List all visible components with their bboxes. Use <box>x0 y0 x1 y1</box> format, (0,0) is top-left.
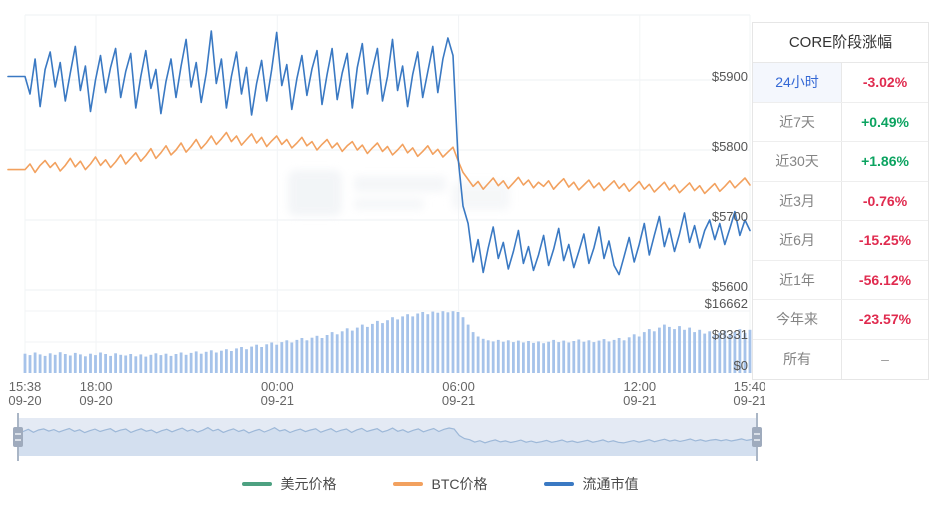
legend-label: 美元价格 <box>280 476 337 492</box>
price-volume-chart: $5900$5800$5700$5600$16662$8331$015:3809… <box>7 14 765 408</box>
legend-label: 流通市值 <box>582 476 639 492</box>
legend-marker-icon <box>241 482 272 486</box>
svg-text:$5800: $5800 <box>712 139 748 154</box>
svg-text:$5900: $5900 <box>712 69 748 84</box>
legend-marker-icon <box>543 482 574 486</box>
svg-text:$5700: $5700 <box>712 209 748 224</box>
period-change-value: -3.02% <box>862 74 908 91</box>
period-row-3[interactable]: 近30天 +1.86% <box>753 142 928 182</box>
price-axis-labels: $5900 $5800 $5700 $5600 $16662 $8331 $0 <box>705 69 748 373</box>
legend-item[interactable]: BTC价格 <box>392 474 488 494</box>
period-row-7[interactable]: 今年来 -23.57% <box>753 300 928 340</box>
volume-bars <box>23 311 752 373</box>
legend-item[interactable]: 美元价格 <box>241 474 337 494</box>
btc-price-line <box>7 131 751 195</box>
watermark <box>288 170 510 216</box>
period-label[interactable]: 近1年 <box>753 260 842 299</box>
legend-label: BTC价格 <box>431 476 488 492</box>
stage-change-panel: CORE阶段涨幅 24小时 -3.02% 近7天 +0.49% 近30天 +1.86% 近3… <box>752 22 929 380</box>
svg-text:09-21: 09-21 <box>623 393 656 408</box>
svg-text:$16662: $16662 <box>705 296 748 311</box>
gridlines <box>24 14 751 373</box>
period-change-value: -56.12% <box>858 271 912 288</box>
svg-text:$0: $0 <box>734 358 748 373</box>
period-row-8[interactable]: 所有 – <box>753 339 928 379</box>
period-row-4[interactable]: 近3月 -0.76% <box>753 181 928 221</box>
period-change-value: -0.76% <box>862 192 908 209</box>
navigator[interactable] <box>0 410 765 466</box>
svg-text:09-21: 09-21 <box>442 393 475 408</box>
legend-marker-icon <box>392 482 423 486</box>
period-change-value: +0.49% <box>861 113 909 130</box>
period-label[interactable]: 今年来 <box>753 300 842 339</box>
period-row-1[interactable]: 24小时 -3.02% <box>753 63 928 103</box>
svg-text:$8331: $8331 <box>712 327 748 342</box>
svg-text:06:00: 06:00 <box>442 379 475 394</box>
legend-item[interactable]: 流通市值 <box>543 474 639 494</box>
period-label[interactable]: 24小时 <box>753 63 842 102</box>
svg-text:15:38: 15:38 <box>9 379 42 394</box>
svg-text:09-21: 09-21 <box>733 393 765 408</box>
panel-title: CORE阶段涨幅 <box>753 23 928 63</box>
svg-text:15:40: 15:40 <box>734 379 765 394</box>
period-change-value: -15.25% <box>858 232 912 249</box>
svg-text:09-20: 09-20 <box>8 393 41 408</box>
svg-text:00:00: 00:00 <box>261 379 294 394</box>
period-change-value: – <box>881 351 889 368</box>
period-label[interactable]: 近6月 <box>753 221 842 260</box>
svg-text:09-21: 09-21 <box>261 393 294 408</box>
period-row-5[interactable]: 近6月 -15.25% <box>753 221 928 261</box>
period-label[interactable]: 近3月 <box>753 181 842 220</box>
period-change-value: +1.86% <box>861 153 909 170</box>
navigator-line <box>17 426 758 444</box>
market-cap-line <box>7 30 751 276</box>
period-row-6[interactable]: 近1年 -56.12% <box>753 260 928 300</box>
period-change-value: -23.57% <box>858 311 912 328</box>
navigator-left-handle[interactable] <box>13 413 23 461</box>
period-label[interactable]: 所有 <box>753 339 842 379</box>
svg-text:09-20: 09-20 <box>79 393 112 408</box>
navigator-right-handle[interactable] <box>752 413 762 461</box>
navigator-area <box>18 427 757 456</box>
svg-text:$5600: $5600 <box>712 279 748 294</box>
period-label[interactable]: 近7天 <box>753 102 842 141</box>
period-label[interactable]: 近30天 <box>753 142 842 181</box>
period-row-2[interactable]: 近7天 +0.49% <box>753 102 928 142</box>
time-axis-labels: 15:3809-2018:0009-2000:0009-2106:0009-21… <box>8 379 765 408</box>
svg-text:12:00: 12:00 <box>624 379 657 394</box>
legend: 美元价格 BTC价格 流通市值 <box>0 470 880 498</box>
svg-text:18:00: 18:00 <box>80 379 113 394</box>
